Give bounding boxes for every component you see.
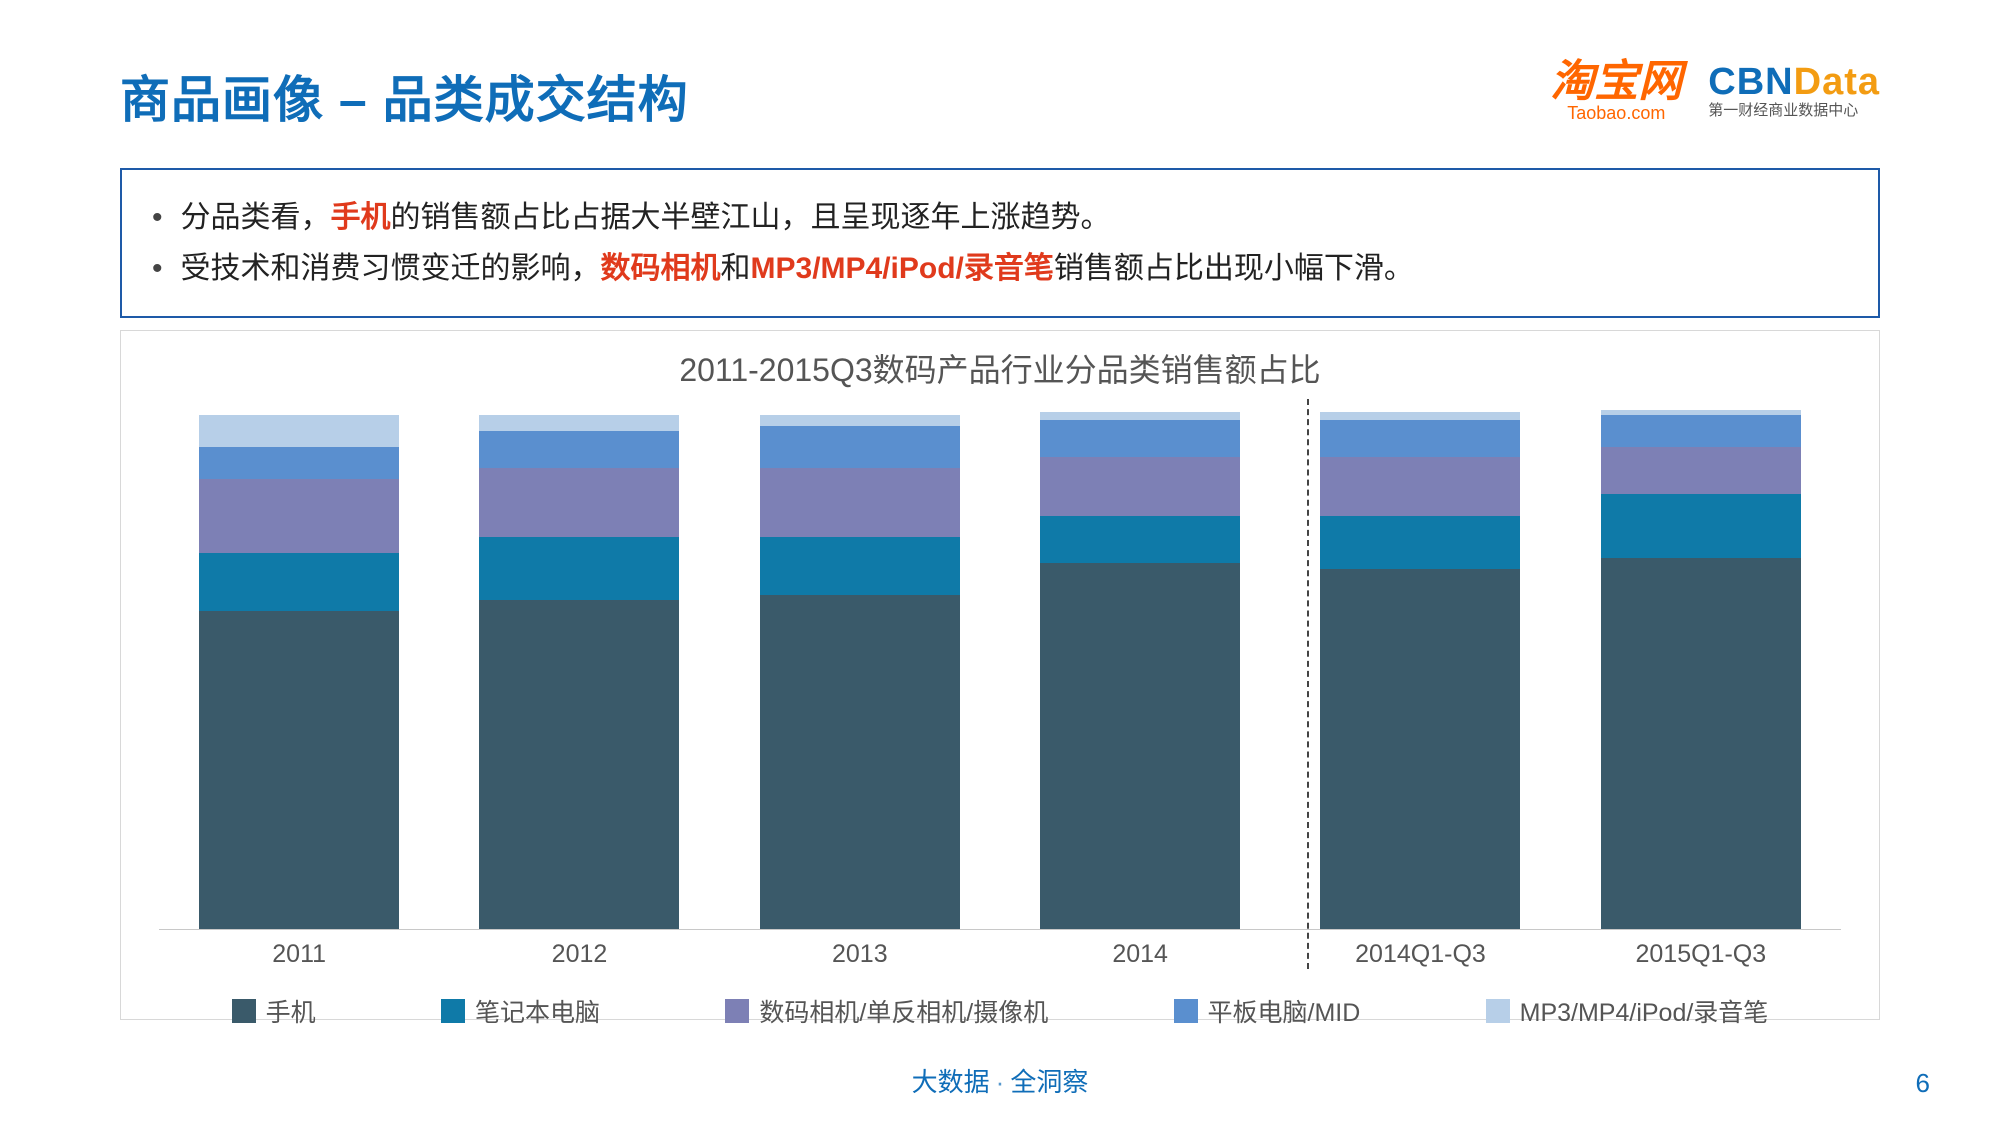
bullet-text: 受技术和消费习惯变迁的影响，数码相机和MP3/MP4/iPod/录音笔销售额占比…: [181, 243, 1414, 294]
legend-label: MP3/MP4/iPod/录音笔: [1520, 993, 1769, 1029]
x-axis-label: 2014Q1-Q3: [1280, 940, 1560, 969]
chart-plot-area: [139, 399, 1861, 929]
slide-footer: 大数据·全洞察: [0, 1062, 2000, 1099]
bar-segment: [199, 447, 399, 479]
stacked-bar: [1040, 399, 1240, 929]
bar-segment: [479, 537, 679, 601]
bar-group: [1000, 399, 1280, 929]
chart-title: 2011-2015Q3数码产品行业分品类销售额占比: [139, 345, 1861, 391]
taobao-logo-en: Taobao.com: [1550, 104, 1682, 122]
bar-segment: [1040, 563, 1240, 929]
bar-segment: [199, 611, 399, 929]
bar-segment: [760, 426, 960, 468]
legend-swatch: [1486, 999, 1510, 1023]
bar-segment: [1320, 420, 1520, 457]
bar-segment: [760, 468, 960, 537]
bar-segment: [1320, 516, 1520, 569]
bar-segment: [1320, 412, 1520, 420]
bar-segment: [1601, 494, 1801, 558]
bar-segment: [479, 468, 679, 537]
stacked-bar: [199, 399, 399, 929]
logos: 淘宝网 Taobao.com CBNData 第一财经商业数据中心: [1550, 60, 1880, 122]
bar-segment: [479, 415, 679, 431]
bar-segment: [479, 431, 679, 468]
chart-legend: 手机 笔记本电脑 数码相机/单反相机/摄像机 平板电脑/MID MP3/MP4/iPod…: [139, 969, 1861, 1029]
x-axis-label: 2014: [1000, 940, 1280, 969]
legend-label: 手机: [266, 993, 316, 1029]
chart-divider: [1307, 399, 1309, 969]
cbndata-logo-sub: 第一财经商业数据中心: [1708, 103, 1880, 119]
bar-group: [720, 399, 1000, 929]
legend-item: 笔记本电脑: [441, 993, 600, 1029]
bar-segment: [1320, 457, 1520, 515]
page-number: 6: [1916, 1068, 1930, 1099]
legend-swatch: [441, 999, 465, 1023]
bullet-item: • 受技术和消费习惯变迁的影响，数码相机和MP3/MP4/iPod/录音笔销售额占…: [152, 243, 1848, 294]
cbndata-logo: CBNData 第一财经商业数据中心: [1708, 63, 1880, 119]
bar-segment: [760, 595, 960, 929]
stacked-bar: [479, 399, 679, 929]
slide: 商品画像 – 品类成交结构 淘宝网 Taobao.com CBNData 第一财…: [0, 0, 2000, 1125]
bar-segment: [479, 600, 679, 929]
bullet-dot: •: [152, 243, 163, 294]
header: 商品画像 – 品类成交结构 淘宝网 Taobao.com CBNData 第一财…: [120, 60, 1880, 132]
legend-item: MP3/MP4/iPod/录音笔: [1486, 993, 1769, 1029]
legend-label: 平板电脑/MID: [1208, 993, 1361, 1029]
taobao-logo-cn: 淘宝网: [1550, 60, 1682, 104]
x-axis-label: 2013: [720, 940, 1000, 969]
footer-right: 全洞察: [1010, 1067, 1088, 1097]
bullet-item: • 分品类看，手机的销售额占比占据大半壁江山，且呈现逐年上涨趋势。: [152, 192, 1848, 243]
bar-segment: [760, 415, 960, 426]
legend-item: 平板电脑/MID: [1174, 993, 1361, 1029]
page-title: 商品画像 – 品类成交结构: [120, 60, 689, 132]
cbndata-logo-main: CBNData: [1708, 63, 1880, 103]
x-axis-label: 2015Q1-Q3: [1561, 940, 1841, 969]
bar-segment: [760, 537, 960, 595]
bar-segment: [1040, 412, 1240, 420]
bar-segment: [199, 553, 399, 611]
bar-segment: [199, 415, 399, 447]
legend-swatch: [232, 999, 256, 1023]
legend-label: 数码相机/单反相机/摄像机: [759, 993, 1048, 1029]
x-axis-labels: 20112012201320142014Q1-Q32015Q1-Q3: [139, 930, 1861, 969]
footer-sep: ·: [996, 1067, 1005, 1097]
bar-group: [1280, 399, 1560, 929]
x-axis-label: 2011: [159, 940, 439, 969]
bar-segment: [1601, 447, 1801, 495]
bar-segment: [1040, 420, 1240, 457]
x-axis-label: 2012: [439, 940, 719, 969]
bar-segment: [199, 479, 399, 553]
bar-segment: [1601, 415, 1801, 447]
footer-left: 大数据: [912, 1067, 990, 1097]
bullet-dot: •: [152, 192, 163, 243]
bar-group: [1561, 399, 1841, 929]
taobao-logo: 淘宝网 Taobao.com: [1550, 60, 1682, 122]
bullet-text: 分品类看，手机的销售额占比占据大半壁江山，且呈现逐年上涨趋势。: [181, 192, 1111, 243]
bar-group: [159, 399, 439, 929]
legend-label: 笔记本电脑: [475, 993, 600, 1029]
bar-segment: [1040, 516, 1240, 564]
bar-segment: [1320, 569, 1520, 929]
bullets-box: • 分品类看，手机的销售额占比占据大半壁江山，且呈现逐年上涨趋势。 • 受技术和消费习…: [120, 168, 1880, 318]
stacked-bar: [1601, 399, 1801, 929]
chart-container: 2011-2015Q3数码产品行业分品类销售额占比 20112012201320…: [120, 330, 1880, 1020]
bar-group: [439, 399, 719, 929]
legend-item: 手机: [232, 993, 316, 1029]
stacked-bar: [1320, 399, 1520, 929]
legend-swatch: [1174, 999, 1198, 1023]
legend-swatch: [725, 999, 749, 1023]
stacked-bar: [760, 399, 960, 929]
legend-item: 数码相机/单反相机/摄像机: [725, 993, 1048, 1029]
bar-segment: [1601, 558, 1801, 929]
bar-segment: [1040, 457, 1240, 515]
